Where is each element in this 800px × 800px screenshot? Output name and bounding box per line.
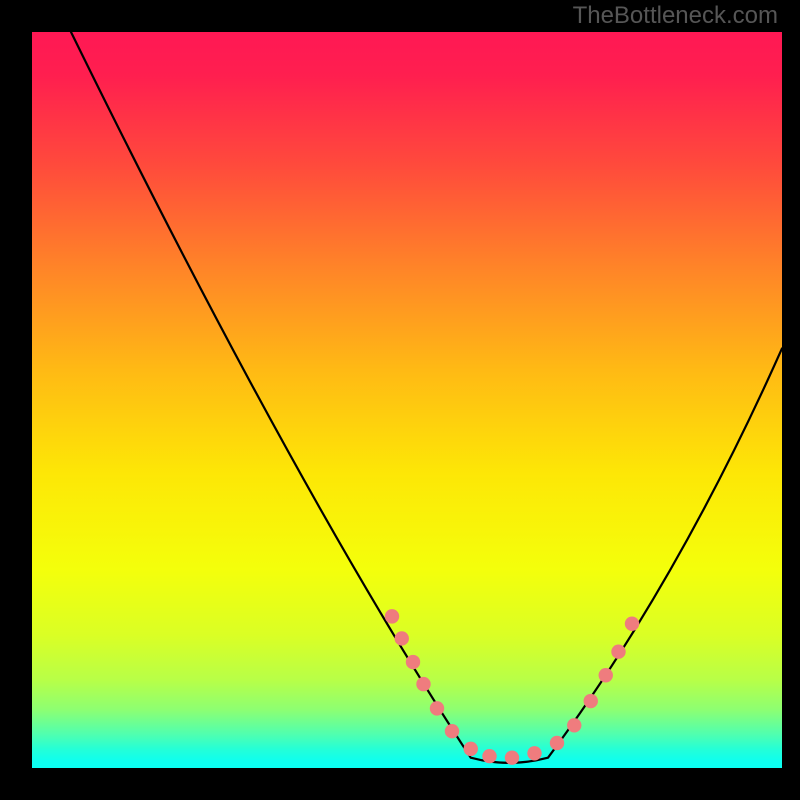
marker-group [385,609,639,765]
marker-dot [406,655,420,669]
marker-dot [567,718,581,732]
watermark-text: TheBottleneck.com [573,2,778,30]
marker-dot [599,668,613,682]
border-right [782,0,800,800]
marker-dot [505,751,519,765]
marker-dot [395,631,409,645]
marker-dot [482,749,496,763]
plot-area [32,32,782,768]
marker-dot [445,724,459,738]
marker-dot [625,617,639,631]
marker-dot [430,701,444,715]
marker-dot [527,746,541,760]
marker-dot [550,736,564,750]
border-bottom [0,768,800,800]
chart-frame: TheBottleneck.com [0,0,800,800]
marker-dot [611,645,625,659]
v-curve-path [71,32,782,763]
marker-dot [464,742,478,756]
marker-dot [584,694,598,708]
marker-dot [385,609,399,623]
curve-layer [32,32,782,768]
marker-dot [416,677,430,691]
border-left [0,0,32,800]
